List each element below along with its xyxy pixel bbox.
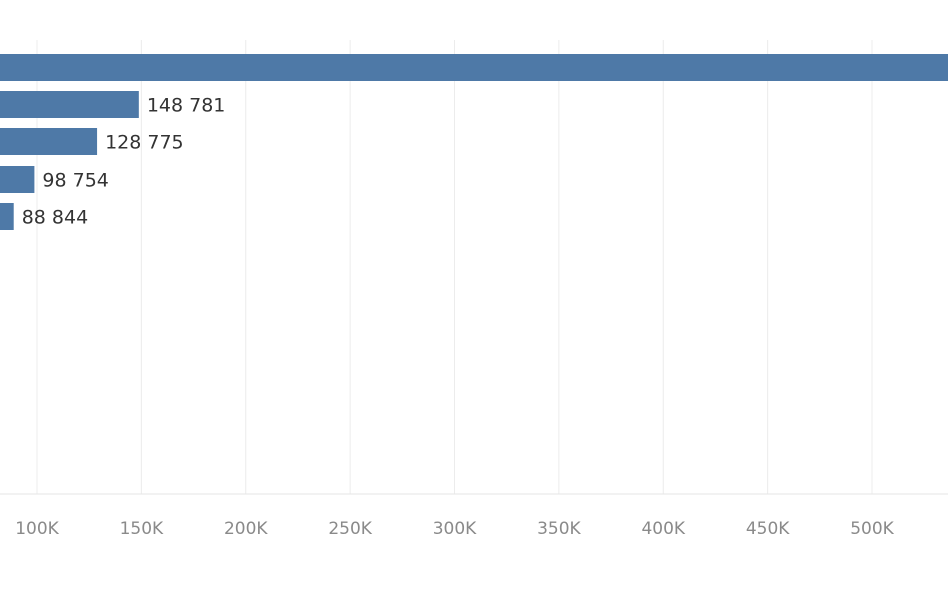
bar — [0, 166, 35, 193]
x-axis-tick-layer: 100K 150K 200K 250K 300K 350K 400K 450K 500K — [15, 519, 894, 539]
bar-value-label: 148 781 — [147, 95, 226, 117]
bar-value-label: 88 844 — [22, 207, 88, 229]
x-tick-label: 350K — [537, 519, 581, 539]
bar — [0, 91, 139, 118]
bar-layer — [0, 54, 948, 230]
x-tick-label: 100K — [15, 519, 59, 539]
x-tick-label: 150K — [120, 519, 164, 539]
bar-value-label: 128 775 — [105, 132, 184, 154]
x-tick-label: 500K — [850, 519, 894, 539]
x-tick-label: 400K — [641, 519, 685, 539]
bar — [0, 203, 14, 230]
x-tick-label: 200K — [224, 519, 268, 539]
bar — [0, 54, 948, 81]
grid-layer — [0, 40, 948, 495]
x-tick-label: 300K — [433, 519, 477, 539]
bar-value-label: 98 754 — [42, 170, 108, 192]
bar — [0, 128, 98, 155]
x-tick-label: 250K — [328, 519, 372, 539]
x-tick-label: 450K — [746, 519, 790, 539]
